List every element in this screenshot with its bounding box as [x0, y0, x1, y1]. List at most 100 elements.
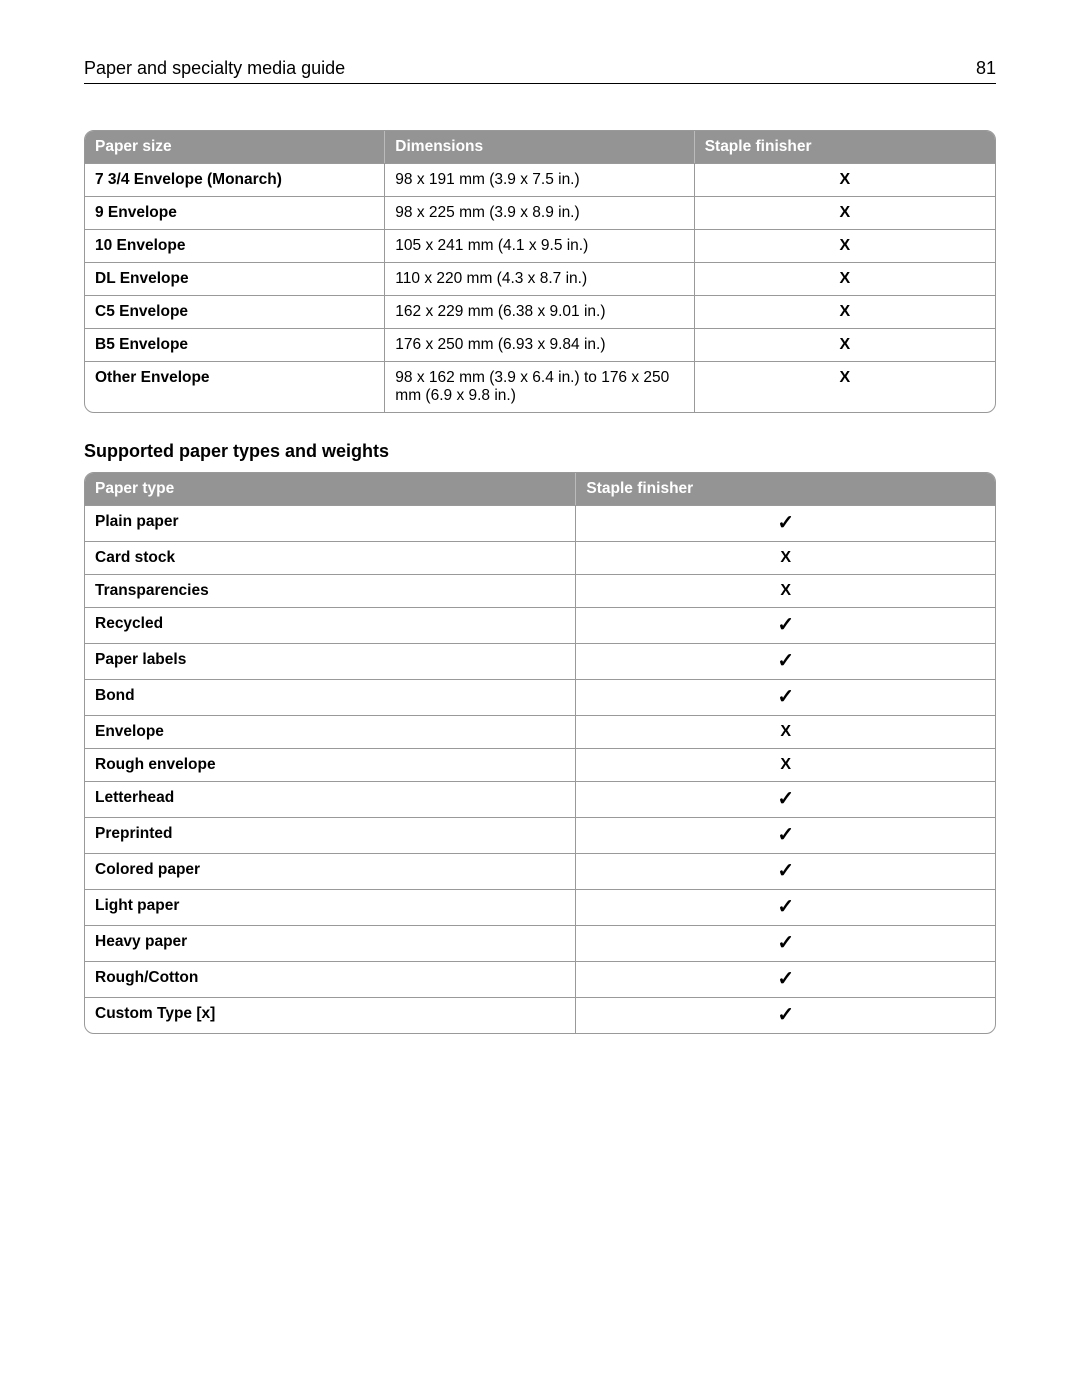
x-icon: X — [840, 369, 851, 386]
table-row: B5 Envelope176 x 250 mm (6.93 x 9.84 in.… — [85, 328, 995, 361]
section-title: Supported paper types and weights — [84, 441, 996, 462]
table-row: Colored paper ✓ — [85, 853, 995, 889]
page-number: 81 — [976, 58, 996, 79]
table-row: 7 3/4 Envelope (Monarch)98 x 191 mm (3.9… — [85, 163, 995, 196]
header-title: Paper and specialty media guide — [84, 58, 345, 79]
page: Paper and specialty media guide 81 Paper… — [0, 0, 1080, 1094]
x-icon: X — [840, 270, 851, 287]
table-row: Card stock X — [85, 541, 995, 574]
table-row: 10 Envelope105 x 241 mm (4.1 x 9.5 in.) X — [85, 229, 995, 262]
table-row: C5 Envelope162 x 229 mm (6.38 x 9.01 in.… — [85, 295, 995, 328]
table-row: Recycled ✓ — [85, 607, 995, 643]
finisher-cell: X — [695, 196, 995, 229]
paper-size-cell: DL Envelope — [85, 262, 385, 295]
table-row: Envelope X — [85, 715, 995, 748]
col-paper-size: Paper size — [85, 131, 385, 163]
paper-type-cell: Rough envelope — [85, 748, 576, 781]
table-header-row: Paper type Staple finisher — [85, 473, 995, 505]
finisher-cell: ✓ — [576, 817, 995, 853]
finisher-cell: ✓ — [576, 889, 995, 925]
finisher-cell: X — [576, 748, 995, 781]
dimensions-cell: 105 x 241 mm (4.1 x 9.5 in.) — [385, 229, 694, 262]
dimensions-cell: 98 x 191 mm (3.9 x 7.5 in.) — [385, 163, 694, 196]
paper-type-cell: Rough/Cotton — [85, 961, 576, 997]
col-paper-type: Paper type — [85, 473, 576, 505]
table-row: Light paper ✓ — [85, 889, 995, 925]
finisher-cell: ✓ — [576, 781, 995, 817]
table-row: Preprinted ✓ — [85, 817, 995, 853]
dimensions-cell: 162 x 229 mm (6.38 x 9.01 in.) — [385, 295, 694, 328]
finisher-cell: ✓ — [576, 961, 995, 997]
paper-size-cell: 9 Envelope — [85, 196, 385, 229]
x-icon: X — [840, 171, 851, 188]
paper-type-cell: Letterhead — [85, 781, 576, 817]
x-icon: X — [780, 756, 791, 773]
paper-size-table: Paper size Dimensions Staple finisher 7 … — [84, 130, 996, 413]
finisher-cell: X — [695, 229, 995, 262]
check-icon: ✓ — [777, 824, 794, 846]
table-row: DL Envelope110 x 220 mm (4.3 x 8.7 in.) X — [85, 262, 995, 295]
paper-size-cell: Other Envelope — [85, 361, 385, 412]
paper-type-cell: Colored paper — [85, 853, 576, 889]
table-row: Paper labels✓ — [85, 643, 995, 679]
x-icon: X — [840, 336, 851, 353]
finisher-cell: X — [695, 328, 995, 361]
check-icon: ✓ — [777, 896, 794, 918]
paper-type-cell: Card stock — [85, 541, 576, 574]
check-icon: ✓ — [777, 968, 794, 990]
x-icon: X — [840, 204, 851, 221]
paper-size-cell: C5 Envelope — [85, 295, 385, 328]
paper-type-cell: Paper labels — [85, 643, 576, 679]
check-icon: ✓ — [777, 860, 794, 882]
x-icon: X — [780, 582, 791, 599]
dimensions-cell: 110 x 220 mm (4.3 x 8.7 in.) — [385, 262, 694, 295]
table-row: TransparenciesX — [85, 574, 995, 607]
col-staple-finisher: Staple finisher — [576, 473, 995, 505]
x-icon: X — [840, 237, 851, 254]
paper-type-cell: Envelope — [85, 715, 576, 748]
dimensions-cell: 98 x 225 mm (3.9 x 8.9 in.) — [385, 196, 694, 229]
table-header-row: Paper size Dimensions Staple finisher — [85, 131, 995, 163]
paper-size-cell: 7 3/4 Envelope (Monarch) — [85, 163, 385, 196]
page-header: Paper and specialty media guide 81 — [84, 58, 996, 84]
table-row: Other Envelope98 x 162 mm (3.9 x 6.4 in.… — [85, 361, 995, 412]
finisher-cell: ✓ — [576, 643, 995, 679]
table-row: Custom Type [x]✓ — [85, 997, 995, 1033]
paper-type-cell: Preprinted — [85, 817, 576, 853]
finisher-cell: X — [695, 361, 995, 412]
table-row: 9 Envelope98 x 225 mm (3.9 x 8.9 in.) X — [85, 196, 995, 229]
paper-type-cell: Plain paper — [85, 505, 576, 541]
finisher-cell: ✓ — [576, 505, 995, 541]
finisher-cell: X — [695, 163, 995, 196]
check-icon: ✓ — [777, 512, 794, 534]
paper-type-cell: Heavy paper — [85, 925, 576, 961]
finisher-cell: X — [695, 262, 995, 295]
paper-size-cell: B5 Envelope — [85, 328, 385, 361]
table-row: Plain paper ✓ — [85, 505, 995, 541]
paper-type-table: Paper type Staple finisher Plain paper✓C… — [84, 472, 996, 1034]
paper-type-tbody: Plain paper✓Card stockXTransparenciesXRe… — [85, 505, 995, 1033]
check-icon: ✓ — [777, 1004, 794, 1026]
dimensions-cell: 98 x 162 mm (3.9 x 6.4 in.) to 176 x 250… — [385, 361, 694, 412]
paper-size-cell: 10 Envelope — [85, 229, 385, 262]
finisher-cell: X — [576, 574, 995, 607]
x-icon: X — [780, 549, 791, 566]
x-icon: X — [780, 723, 791, 740]
table-row: Heavy paper ✓ — [85, 925, 995, 961]
paper-size-tbody: 7 3/4 Envelope (Monarch)98 x 191 mm (3.9… — [85, 163, 995, 412]
finisher-cell: ✓ — [576, 853, 995, 889]
table-row: Bond ✓ — [85, 679, 995, 715]
check-icon: ✓ — [777, 686, 794, 708]
table-row: Rough envelope X — [85, 748, 995, 781]
check-icon: ✓ — [777, 614, 794, 636]
finisher-cell: ✓ — [576, 679, 995, 715]
finisher-cell: ✓ — [576, 925, 995, 961]
x-icon: X — [840, 303, 851, 320]
paper-type-cell: Recycled — [85, 607, 576, 643]
paper-type-cell: Bond — [85, 679, 576, 715]
check-icon: ✓ — [777, 788, 794, 810]
finisher-cell: X — [576, 715, 995, 748]
paper-type-cell: Light paper — [85, 889, 576, 925]
col-staple-finisher: Staple finisher — [695, 131, 995, 163]
check-icon: ✓ — [777, 932, 794, 954]
